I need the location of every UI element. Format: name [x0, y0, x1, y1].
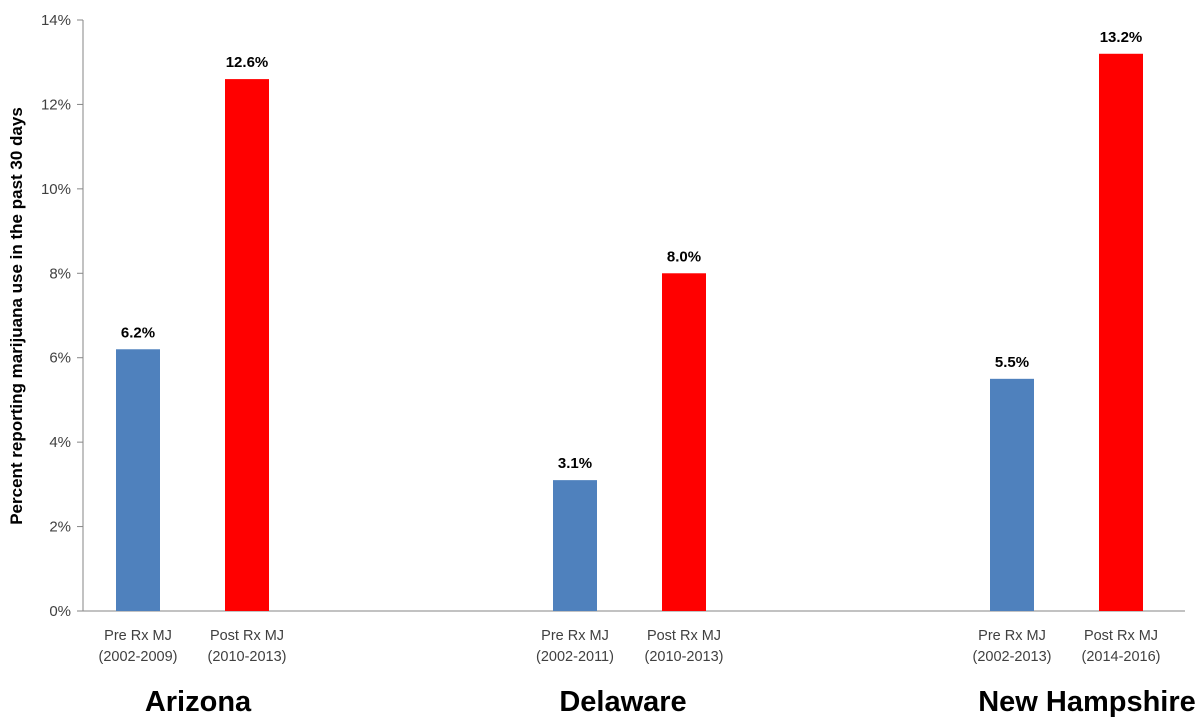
bar-new-hampshire-post: [1099, 53, 1143, 612]
category-label: Post Rx MJ: [647, 628, 721, 644]
category-label: (2002-2013): [973, 649, 1052, 665]
category-label: (2010-2013): [645, 649, 724, 665]
category-labels: Pre Rx MJ (2002-2009) Post Rx MJ (2010-2013…: [99, 628, 1161, 665]
data-label: 12.6%: [226, 54, 269, 71]
bar-new-hampshire-pre: [990, 378, 1034, 611]
group-label-arizona: Arizona: [145, 686, 252, 718]
y-axis: 0% 2% 4% 6% 8% 10% 12% 14%: [41, 12, 84, 620]
data-label: 13.2%: [1100, 29, 1143, 46]
bar-delaware-post: [662, 273, 706, 611]
data-labels: 6.2% 12.6% 3.1% 8.0% 5.5% 13.2%: [121, 29, 1142, 472]
y-axis-label: Percent reporting marijuana use in the p…: [7, 107, 26, 525]
group-labels: Arizona Delaware New Hampshire: [145, 686, 1196, 718]
data-label: 5.5%: [995, 354, 1029, 371]
y-tick-label: 0%: [49, 603, 71, 620]
y-tick-label: 8%: [49, 265, 71, 282]
bar-arizona-post: [225, 79, 269, 612]
y-tick-label: 4%: [49, 434, 71, 451]
category-label: Pre Rx MJ: [541, 628, 609, 644]
y-tick-label: 14%: [41, 12, 71, 29]
bars: [116, 53, 1143, 612]
y-tick-label: 12%: [41, 96, 71, 113]
group-label-new-hampshire: New Hampshire: [978, 686, 1196, 718]
category-label: (2014-2016): [1082, 649, 1161, 665]
bar-arizona-pre: [116, 349, 160, 611]
group-label-delaware: Delaware: [559, 686, 686, 718]
category-label: Pre Rx MJ: [104, 628, 172, 644]
y-tick-label: 2%: [49, 519, 71, 536]
category-label: Post Rx MJ: [210, 628, 284, 644]
category-label: (2010-2013): [208, 649, 287, 665]
category-label: (2002-2011): [536, 649, 614, 665]
bar-delaware-pre: [553, 480, 597, 611]
y-tick-label: 6%: [49, 350, 71, 367]
data-label: 3.1%: [558, 455, 592, 472]
category-label: Post Rx MJ: [1084, 628, 1158, 644]
category-label: Pre Rx MJ: [978, 628, 1046, 644]
data-label: 6.2%: [121, 324, 155, 341]
category-label: (2002-2009): [99, 649, 178, 665]
data-label: 8.0%: [667, 248, 701, 265]
y-tick-label: 10%: [41, 181, 71, 198]
